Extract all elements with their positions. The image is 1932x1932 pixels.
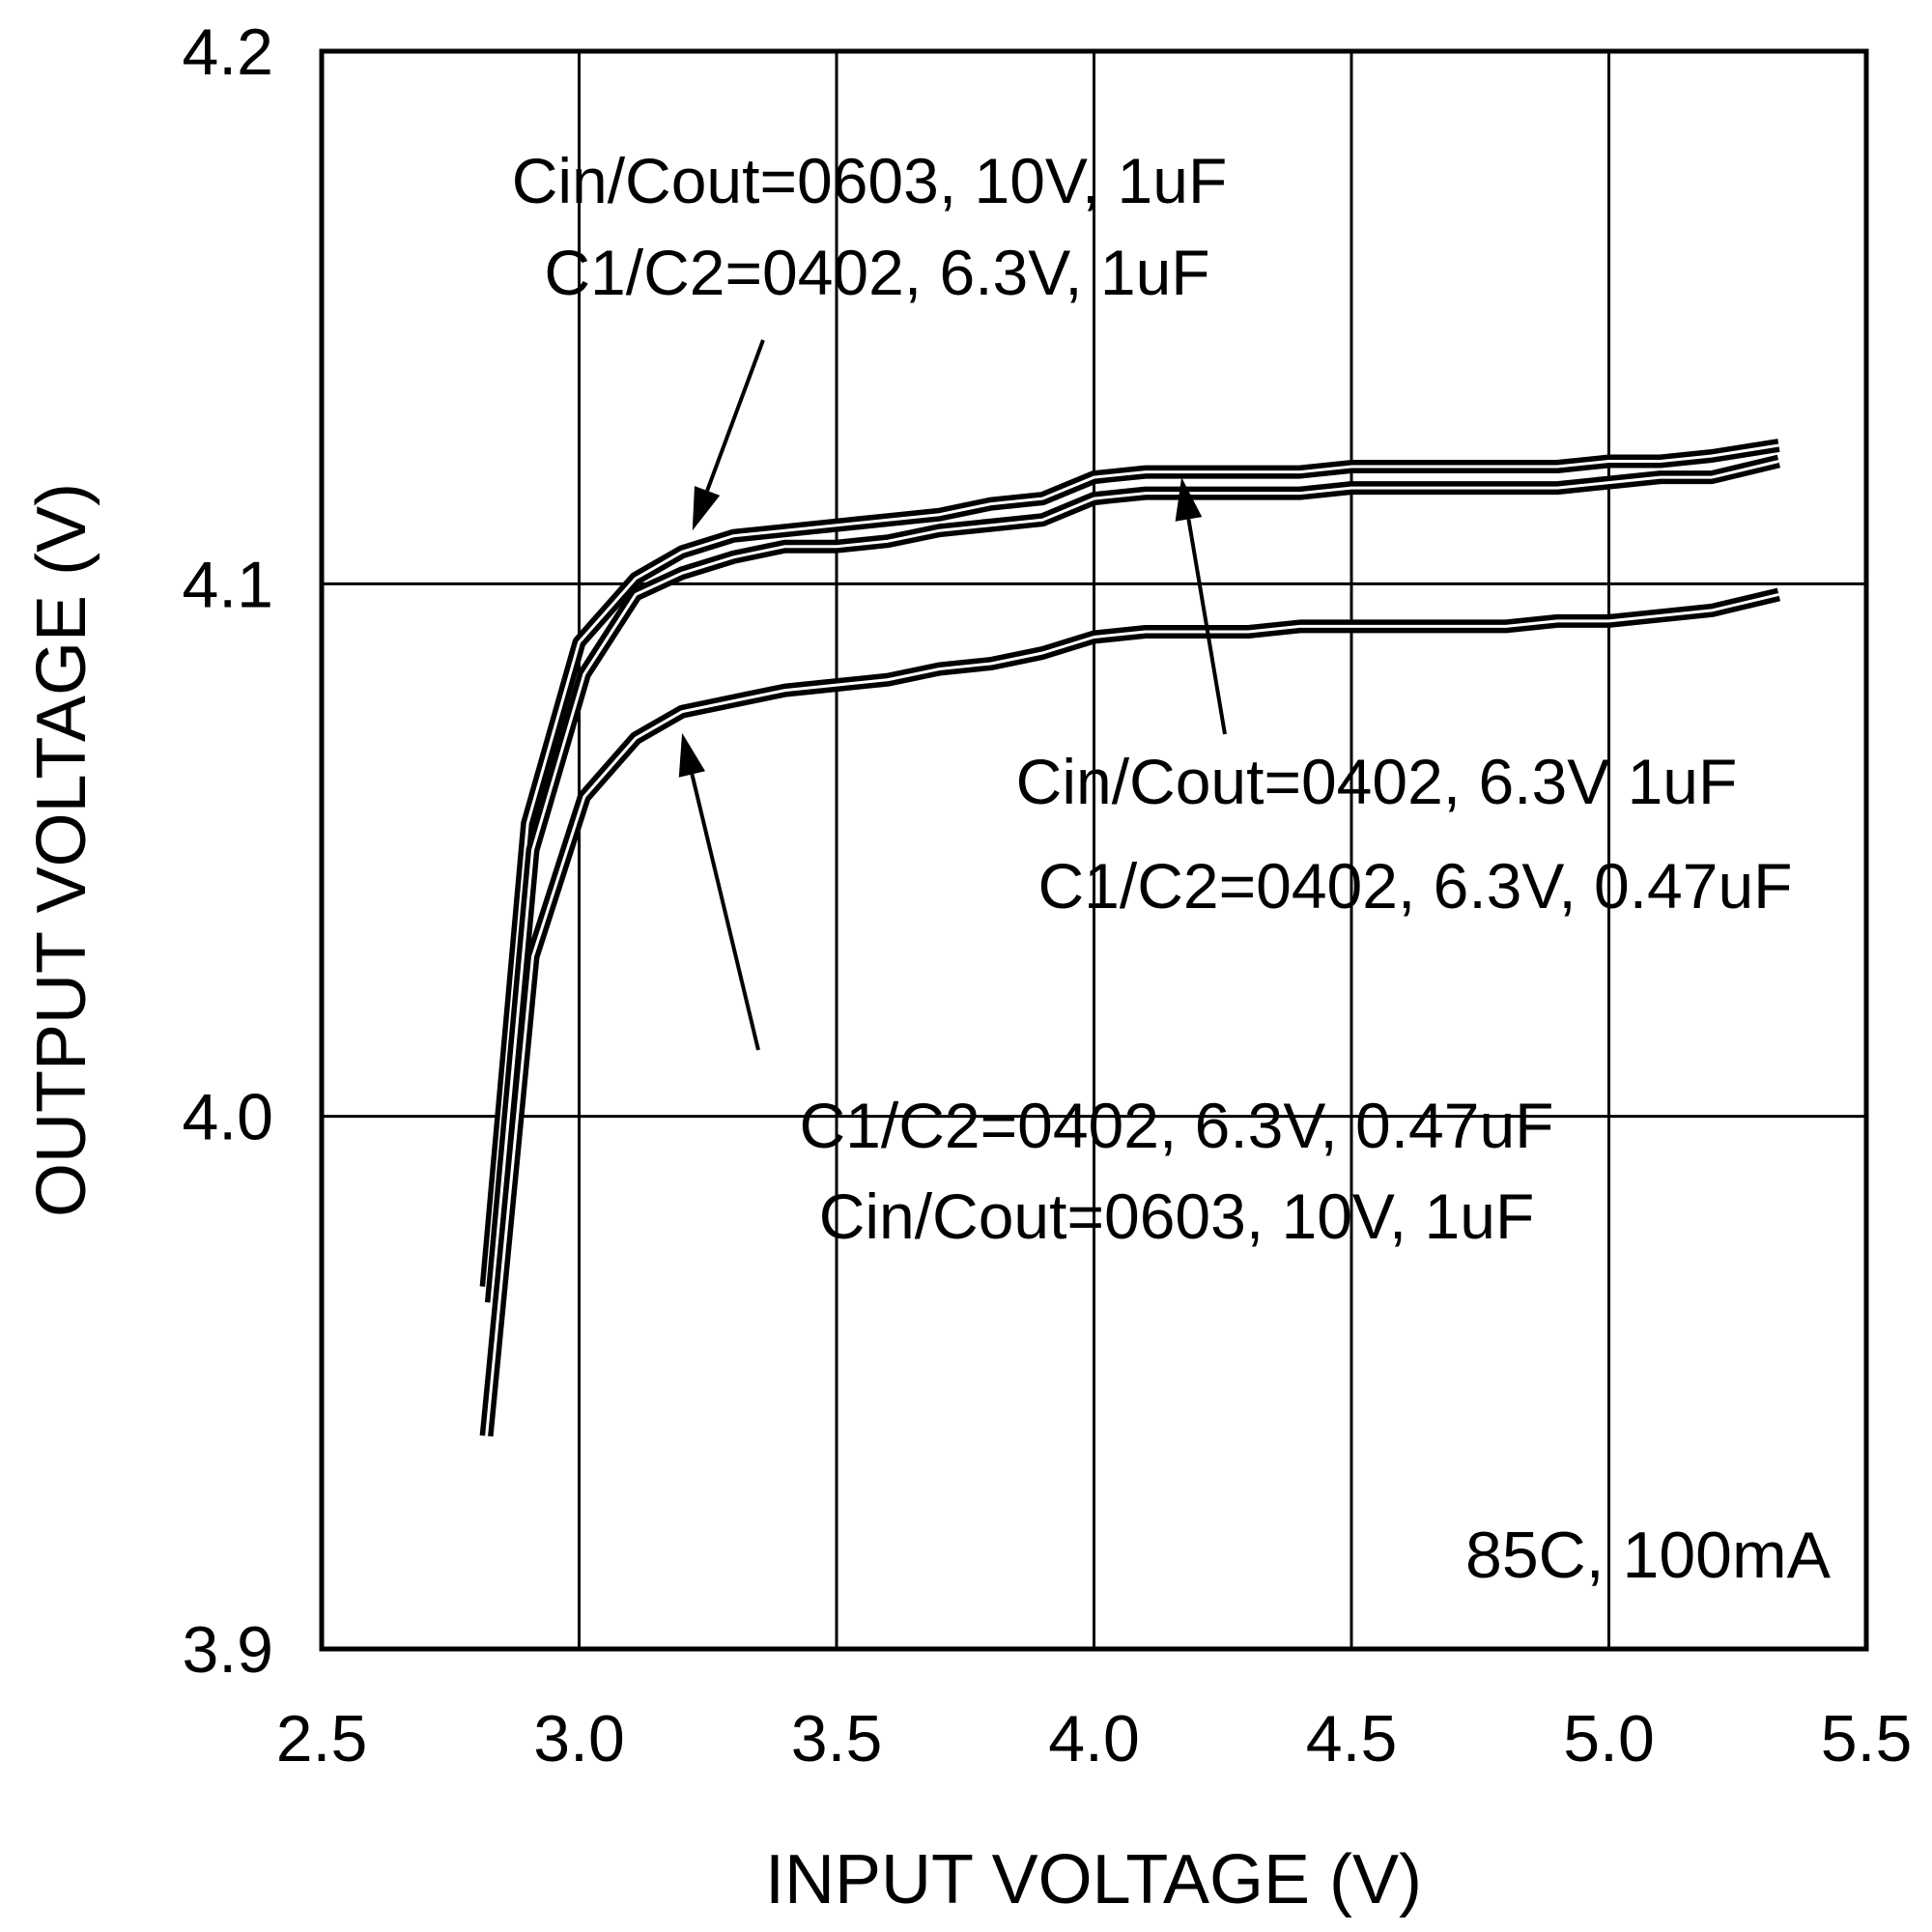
annotation-arrowhead-1 [692, 486, 721, 531]
y-tick-label-3.9: 3.9 [182, 1613, 273, 1687]
x-tick-label-4.5: 4.5 [1306, 1702, 1398, 1776]
arrow-layer [678, 339, 1227, 1051]
annotation-series-2: Cin/Cout=0402, 6.3V 1uF C1/C2=0402, 6.3V… [1016, 746, 1793, 922]
grid-layer [322, 51, 1866, 1649]
x-tick-label-3.5: 3.5 [791, 1702, 883, 1776]
plot-frame [319, 48, 1869, 1652]
annotation-series-1-line-1: Cin/Cout=0603, 10V, 1uF [512, 145, 1228, 216]
x-axis-title: INPUT VOLTAGE (V) [765, 1841, 1422, 1918]
x-tick-label-5.0: 5.0 [1563, 1702, 1655, 1776]
x-tick-label-5.5: 5.5 [1821, 1702, 1913, 1776]
annotation-series-2-line-1: Cin/Cout=0402, 6.3V 1uF [1016, 746, 1738, 817]
annotation-series-3-line-2: Cin/Cout=0603, 10V, 1uF [819, 1180, 1535, 1252]
y-tick-label-4.1: 4.1 [182, 548, 273, 621]
x-tick-label-2.5: 2.5 [276, 1702, 368, 1776]
y-tick-label-4.0: 4.0 [182, 1081, 273, 1154]
annotation-series-2-line-2: C1/C2=0402, 6.3V, 0.47uF [1038, 850, 1793, 922]
y-tick-label-4.2: 4.2 [182, 15, 273, 89]
annotation-series-3: C1/C2=0402, 6.3V, 0.47uF Cin/Cout=0603, … [800, 1090, 1554, 1252]
annotation-series-1: Cin/Cout=0603, 10V, 1uF C1/C2=0402, 6.3V… [512, 145, 1228, 308]
x-tick-label-3.0: 3.0 [533, 1702, 625, 1776]
annotation-arrowhead-3 [678, 732, 705, 778]
series-layer [479, 439, 1781, 1437]
annotation-series-3-line-1: C1/C2=0402, 6.3V, 0.47uF [800, 1090, 1554, 1161]
annotation-series-1-line-2: C1/C2=0402, 6.3V, 1uF [544, 237, 1209, 308]
annotation-arrow-2 [1186, 519, 1227, 735]
annotation-arrowhead-2 [1175, 477, 1203, 522]
y-axis-title: OUTPUT VOLTAGE (V) [23, 483, 100, 1217]
annotation-arrow-3 [690, 774, 760, 1051]
series-line-1-highlight [485, 443, 1779, 1288]
series-line-3 [479, 587, 1781, 1437]
annotation-arrow-1 [705, 339, 765, 492]
condition-label: 85C, 100mA [1465, 1519, 1832, 1592]
x-tick-label-4.0: 4.0 [1048, 1702, 1140, 1776]
series-line-3-highlight [485, 592, 1779, 1436]
ticks-layer: 2.5 3.0 3.5 4.0 4.5 5.0 5.5 3.9 4.0 4.1 4.2 [182, 15, 1912, 1776]
series-line-2-highlight [490, 460, 1779, 1303]
